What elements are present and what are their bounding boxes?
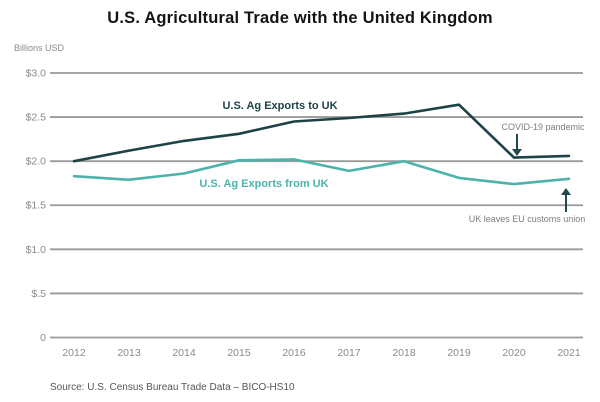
series-line-exports-from-uk bbox=[72, 158, 571, 186]
y-axis-tick-label: $1.0 bbox=[26, 244, 47, 256]
series-label-exports-to-uk: U.S. Ag Exports to UK bbox=[222, 100, 337, 112]
y-axis-tick-label: $2.0 bbox=[26, 156, 47, 168]
y-axis-tick-label: $.5 bbox=[31, 288, 46, 300]
y-axis-tick-label: $2.5 bbox=[26, 112, 47, 124]
x-axis-year-label: 2016 bbox=[282, 347, 306, 359]
x-axis-year-label: 2015 bbox=[227, 347, 251, 359]
series-line-exports-to-uk bbox=[72, 103, 571, 163]
chart-title: U.S. Agricultural Trade with the United … bbox=[107, 9, 493, 27]
annotation-text-covid: COVID-19 pandemic bbox=[501, 122, 585, 132]
y-axis-tick-label: 0 bbox=[40, 332, 46, 344]
y-axis-tick-label: $3.0 bbox=[26, 67, 47, 79]
x-axis-year-label: 2014 bbox=[172, 347, 196, 359]
series-label-exports-from-uk: U.S. Ag Exports from UK bbox=[199, 178, 328, 190]
x-axis-year-label: 2018 bbox=[392, 347, 416, 359]
y-axis-unit-label: Billions USD bbox=[14, 43, 65, 53]
x-axis-year-label: 2017 bbox=[337, 347, 361, 359]
x-axis-year-label: 2020 bbox=[502, 347, 526, 359]
source-note: Source: U.S. Census Bureau Trade Data – … bbox=[50, 382, 295, 393]
x-axis-year-label: 2013 bbox=[117, 347, 141, 359]
annotation-text-eu-customs: UK leaves EU customs union bbox=[469, 214, 586, 224]
annotation-arrow-down-icon bbox=[512, 149, 522, 156]
annotation-arrow-up-icon bbox=[561, 188, 571, 195]
x-axis-year-label: 2019 bbox=[447, 347, 471, 359]
x-axis-year-label: 2012 bbox=[62, 347, 86, 359]
y-axis-tick-label: $1.5 bbox=[26, 200, 47, 212]
x-axis-year-label: 2021 bbox=[557, 347, 581, 359]
